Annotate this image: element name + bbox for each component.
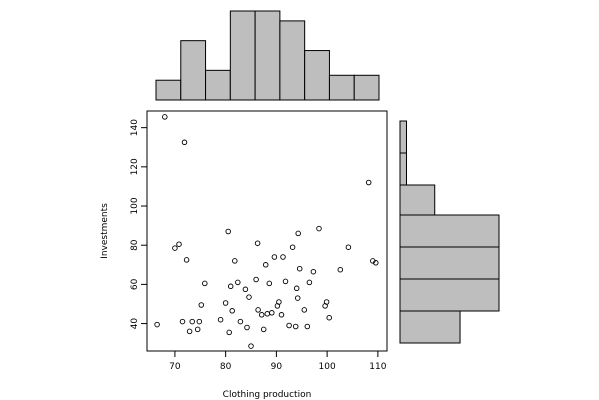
scatter-point — [244, 324, 250, 331]
scatter-point — [280, 254, 286, 260]
x-axis: 70 80 90 100 110 — [169, 351, 387, 372]
right-histogram — [399, 120, 500, 344]
right-hist-bar — [399, 120, 407, 154]
scatter-point — [254, 240, 261, 246]
top-hist-bar — [254, 10, 281, 101]
top-hist-bar — [205, 69, 231, 101]
scatter-point — [301, 307, 308, 313]
scatter-point — [326, 314, 332, 321]
scatter-point — [222, 300, 229, 306]
scatter-point — [227, 283, 234, 290]
scatter-point — [294, 295, 301, 301]
top-hist-bar — [229, 10, 256, 101]
scatter-point — [282, 278, 289, 285]
top-hist-bar — [304, 50, 330, 101]
y-axis-label: Investments — [100, 203, 110, 259]
x-tick-label: 70 — [169, 362, 181, 372]
scatter-point — [186, 328, 193, 335]
scatter-point — [258, 312, 265, 318]
x-tick-label: 110 — [369, 362, 386, 372]
x-axis-label: Clothing production — [223, 390, 312, 400]
scatter-point — [365, 179, 372, 186]
scatter-point — [229, 308, 235, 314]
scatter-point — [162, 114, 168, 120]
scatter-point — [264, 311, 271, 317]
scatter-point — [316, 225, 322, 232]
scatter-point — [248, 343, 254, 349]
plot-frame — [146, 110, 388, 352]
scatter-point — [217, 316, 224, 323]
scatter-point — [337, 266, 344, 273]
scatter-point — [196, 318, 203, 325]
scatter-point — [183, 257, 190, 263]
scatter-point — [253, 276, 259, 283]
scatter-point — [176, 241, 182, 247]
top-histogram — [155, 10, 380, 101]
scatter-point — [232, 258, 238, 264]
scatter-point — [246, 294, 252, 300]
scatter-point — [286, 322, 292, 329]
right-hist-bar — [399, 214, 500, 248]
x-tick-label: 100 — [319, 362, 336, 372]
right-hist-bar — [399, 278, 500, 312]
scatter-point — [194, 326, 201, 333]
y-tick-label: 140 — [130, 119, 140, 136]
scatter-point — [293, 285, 300, 292]
scatter-point — [255, 307, 261, 313]
top-hist-bar — [353, 74, 380, 101]
scatter-point — [266, 280, 273, 287]
scatter-point — [237, 318, 244, 325]
scatter-point — [226, 329, 232, 336]
scatter-point — [154, 321, 160, 328]
scatter-point — [189, 318, 195, 325]
scatter-point — [304, 323, 311, 330]
scatter-point — [172, 245, 178, 251]
y-tick-label: 40 — [130, 318, 140, 330]
scatter-point — [323, 299, 330, 305]
y-axis: 40 60 80 100 120 140 — [130, 119, 147, 330]
top-hist-bar — [155, 79, 182, 101]
scatter-point — [278, 312, 285, 318]
scatter-point — [242, 286, 249, 293]
scatter-point — [310, 268, 317, 275]
scatter-point — [202, 280, 208, 287]
y-tick-label: 60 — [130, 278, 140, 290]
scatter-point — [295, 230, 301, 237]
y-tick-label: 120 — [130, 158, 140, 175]
scatter-point — [269, 310, 275, 316]
scatter-point — [306, 279, 313, 286]
scatter-point — [181, 139, 188, 146]
right-hist-bar — [399, 184, 436, 216]
scatter-point — [262, 262, 269, 268]
scatter-point — [198, 302, 205, 308]
top-hist-bar — [328, 74, 355, 101]
scatter-point — [276, 299, 282, 305]
scatter-point — [179, 318, 186, 325]
scatter-point — [271, 254, 278, 260]
right-hist-bar — [399, 246, 500, 280]
scatter-points — [154, 114, 379, 349]
top-hist-bar — [279, 20, 306, 101]
x-tick-label: 90 — [271, 362, 283, 372]
scatter-point — [289, 244, 296, 250]
right-hist-bar — [399, 310, 461, 344]
scatter-point — [373, 260, 379, 266]
right-hist-bar — [399, 152, 407, 186]
scatter-point — [296, 265, 303, 272]
scatter-point — [345, 244, 352, 250]
top-hist-bar — [180, 40, 207, 101]
y-tick-label: 80 — [130, 239, 140, 251]
scatter-point — [292, 323, 299, 330]
scatter-point — [260, 326, 267, 333]
scatter-point — [225, 228, 231, 235]
scatter-point — [235, 279, 241, 286]
y-tick-label: 100 — [130, 197, 140, 214]
x-tick-label: 80 — [220, 362, 232, 372]
